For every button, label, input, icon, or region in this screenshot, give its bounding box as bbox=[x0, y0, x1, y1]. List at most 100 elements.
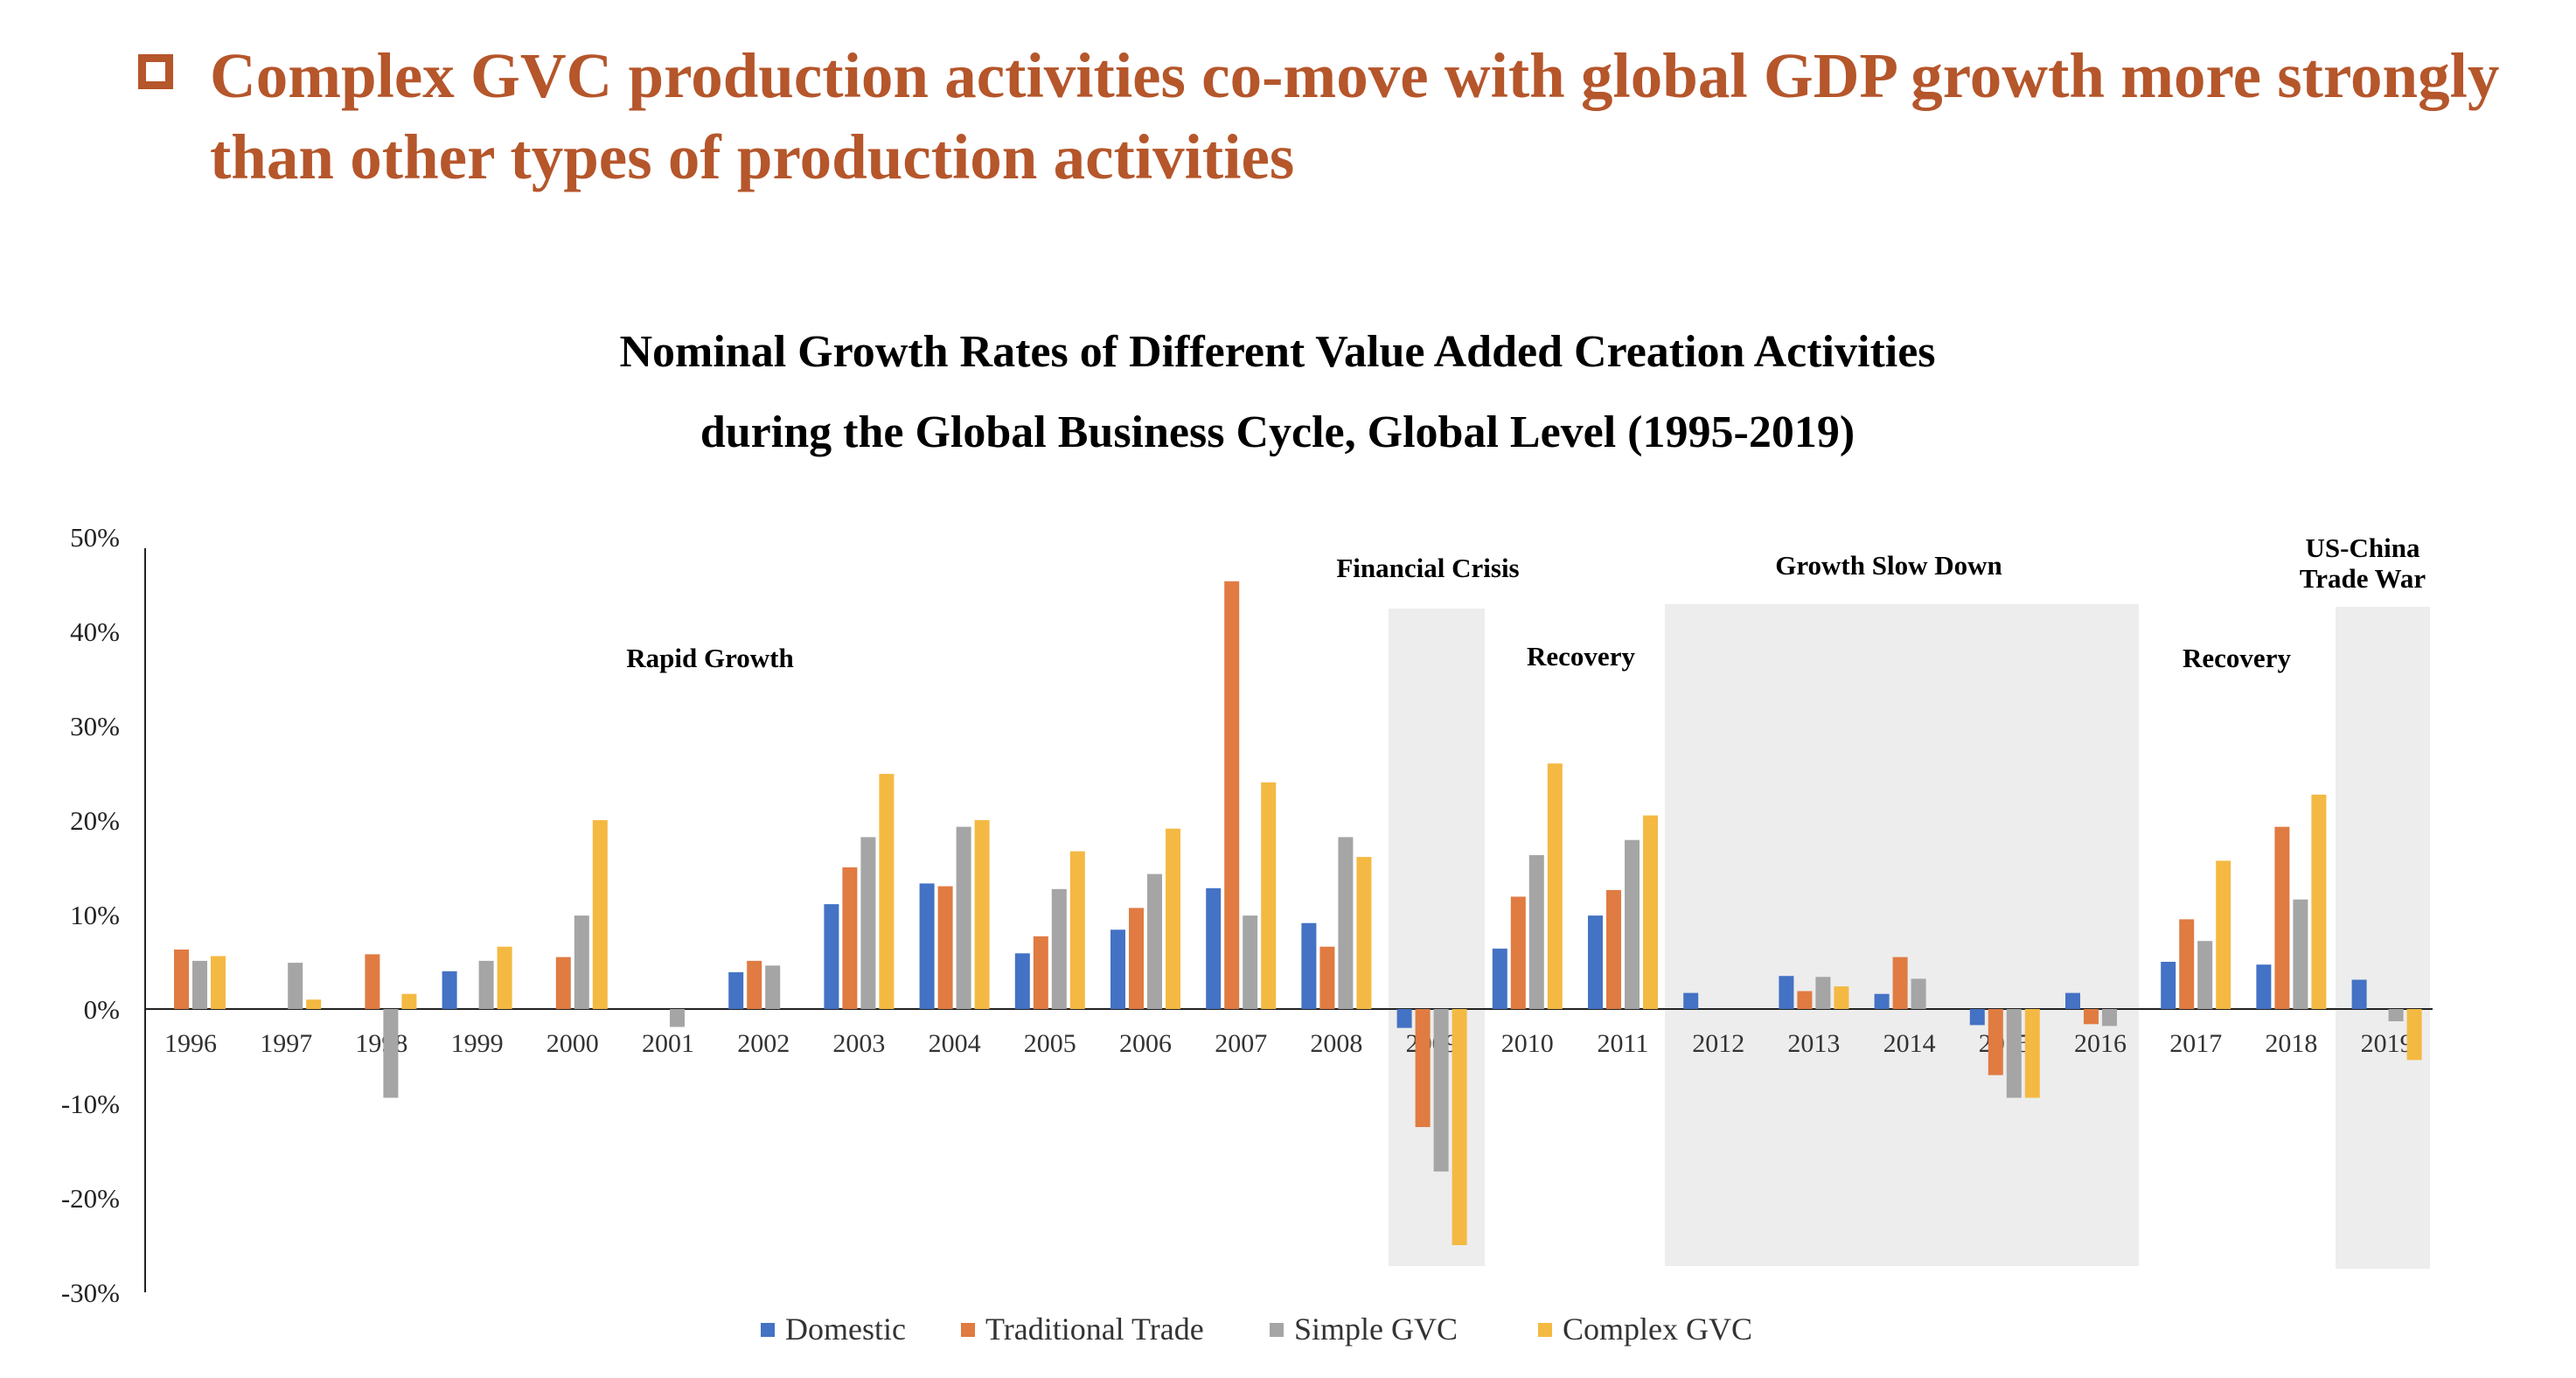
y-tick-label: 0% bbox=[84, 994, 120, 1025]
slide-headline: Complex GVC production activities co-mov… bbox=[210, 40, 2500, 192]
x-tick-label: 2015 bbox=[1979, 1029, 2031, 1058]
bar-simple-gvc-1996 bbox=[192, 960, 207, 1009]
bar-domestic-2012 bbox=[1683, 992, 1699, 1009]
bar-simple-gvc-2007 bbox=[1243, 915, 1258, 1009]
bar-simple-gvc-2009 bbox=[1433, 1009, 1449, 1172]
bar-domestic-2006 bbox=[1110, 929, 1125, 1009]
y-tick-label: -20% bbox=[61, 1183, 120, 1214]
bar-complex-gvc-2018 bbox=[2311, 794, 2327, 1009]
x-tick-label: 1998 bbox=[355, 1029, 407, 1058]
bar-complex-gvc-2017 bbox=[2216, 860, 2231, 1009]
bar-simple-gvc-2003 bbox=[860, 837, 876, 1009]
x-tick-label: 2013 bbox=[1787, 1029, 1840, 1058]
bar-complex-gvc-2010 bbox=[1547, 763, 1563, 1009]
legend-label-3: Complex GVC bbox=[1563, 1312, 1752, 1347]
bar-complex-gvc-2013 bbox=[1834, 986, 1849, 1009]
legend-swatch-2 bbox=[1270, 1323, 1284, 1337]
bar-simple-gvc-1999 bbox=[478, 960, 494, 1009]
bar-traditional-trade-2017 bbox=[2179, 919, 2195, 1009]
checkbox-bullet-icon bbox=[138, 54, 173, 89]
bar-domestic-2004 bbox=[919, 883, 935, 1009]
phase-label-1: Financial Crisis bbox=[1336, 553, 1519, 583]
x-tick-label: 2005 bbox=[1024, 1029, 1076, 1058]
bar-domestic-2005 bbox=[1014, 953, 1030, 1009]
bar-simple-gvc-2017 bbox=[2197, 941, 2213, 1009]
bar-complex-gvc-2006 bbox=[1166, 828, 1180, 1009]
bar-domestic-2002 bbox=[728, 971, 744, 1009]
bar-traditional-trade-2004 bbox=[937, 886, 953, 1009]
bar-simple-gvc-2005 bbox=[1051, 888, 1067, 1009]
bar-domestic-2017 bbox=[2161, 962, 2176, 1009]
bar-traditional-trade-2008 bbox=[1319, 946, 1335, 1009]
x-tick-label: 2019 bbox=[2361, 1029, 2413, 1058]
y-tick-label: 40% bbox=[70, 616, 120, 647]
bar-complex-gvc-2007 bbox=[1261, 782, 1277, 1009]
phase-labels: Rapid Growth Financial Crisis Recovery Grow… bbox=[626, 532, 2426, 673]
x-tick-label: 2007 bbox=[1215, 1029, 1267, 1058]
bar-simple-gvc-2018 bbox=[2293, 899, 2308, 1009]
x-tick-label: 2016 bbox=[2074, 1029, 2127, 1058]
y-tick-label: 30% bbox=[70, 711, 120, 741]
y-tick-label: 20% bbox=[70, 805, 120, 836]
phase-label-trade-war: US-China Trade War bbox=[2300, 532, 2426, 594]
bar-complex-gvc-2008 bbox=[1356, 857, 1372, 1009]
bar-traditional-trade-2005 bbox=[1033, 936, 1048, 1009]
bar-traditional-trade-1998 bbox=[365, 954, 380, 1009]
phase-label-0: Rapid Growth bbox=[626, 643, 794, 673]
bar-domestic-2003 bbox=[824, 904, 839, 1009]
phase-label-4: Recovery bbox=[2183, 643, 2291, 673]
bar-complex-gvc-1996 bbox=[211, 956, 226, 1009]
x-tick-label: 2000 bbox=[547, 1029, 599, 1058]
bar-simple-gvc-1998 bbox=[383, 1009, 399, 1098]
bar-traditional-trade-2003 bbox=[842, 867, 858, 1009]
y-tick-label: 50% bbox=[70, 522, 120, 553]
bar-traditional-trade-2011 bbox=[1606, 889, 1621, 1009]
x-tick-label: 2009 bbox=[1406, 1029, 1459, 1058]
bar-simple-gvc-2010 bbox=[1528, 855, 1544, 1009]
bar-complex-gvc-1999 bbox=[497, 946, 512, 1009]
legend-swatch-0 bbox=[761, 1323, 775, 1337]
bar-complex-gvc-2011 bbox=[1643, 815, 1658, 1009]
bar-domestic-2008 bbox=[1301, 922, 1317, 1009]
x-tick-label: 2012 bbox=[1692, 1029, 1744, 1058]
bar-domestic-1999 bbox=[442, 971, 457, 1009]
bar-simple-gvc-1997 bbox=[288, 963, 303, 1009]
bar-complex-gvc-2009 bbox=[1452, 1009, 1467, 1245]
legend-label-0: Domestic bbox=[785, 1312, 906, 1347]
x-tick-label: 2002 bbox=[737, 1029, 790, 1058]
bar-simple-gvc-2001 bbox=[670, 1009, 685, 1027]
bar-traditional-trade-2002 bbox=[747, 960, 762, 1009]
bar-domestic-2018 bbox=[2256, 964, 2272, 1009]
bar-traditional-trade-2000 bbox=[555, 957, 571, 1009]
x-tick-label: 2008 bbox=[1310, 1029, 1362, 1058]
x-tick-label: 2011 bbox=[1598, 1029, 1649, 1058]
bar-domestic-2010 bbox=[1492, 948, 1507, 1009]
bar-traditional-trade-2015 bbox=[1988, 1009, 2003, 1075]
bar-simple-gvc-2013 bbox=[1815, 977, 1831, 1009]
bar-traditional-trade-2013 bbox=[1797, 991, 1813, 1009]
bar-simple-gvc-2008 bbox=[1338, 837, 1354, 1009]
bar-traditional-trade-2016 bbox=[2084, 1009, 2099, 1025]
x-tick-label: 2018 bbox=[2265, 1029, 2317, 1058]
bar-traditional-trade-2007 bbox=[1224, 581, 1240, 1009]
chart-title-line-2: during the Global Business Cycle, Global… bbox=[700, 407, 1855, 457]
bar-domestic-2019 bbox=[2351, 979, 2367, 1009]
x-tick-label: 2004 bbox=[929, 1029, 981, 1058]
bar-complex-gvc-2005 bbox=[1069, 851, 1085, 1009]
y-tick-label: -10% bbox=[61, 1089, 120, 1119]
bar-domestic-2016 bbox=[2065, 992, 2080, 1009]
x-tick-label: 2014 bbox=[1883, 1029, 1936, 1058]
chart-legend: Domestic Traditional Trade Simple GVC Compl… bbox=[761, 1312, 1752, 1347]
phase-shade-1 bbox=[1665, 604, 2139, 1266]
bar-complex-gvc-1997 bbox=[306, 999, 322, 1009]
x-tick-label: 2006 bbox=[1119, 1029, 1172, 1058]
bar-complex-gvc-2003 bbox=[879, 774, 895, 1009]
x-tick-label: 1996 bbox=[164, 1029, 217, 1058]
bar-domestic-2013 bbox=[1779, 976, 1794, 1009]
phase-label-3: Growth Slow Down bbox=[1775, 550, 2002, 581]
bar-simple-gvc-2011 bbox=[1625, 839, 1640, 1009]
bar-simple-gvc-2015 bbox=[2006, 1009, 2022, 1098]
chart-axes: 50% 40% 30% 20% 10% 0% -10% -20% -30% 1996 1997 199… bbox=[61, 522, 2433, 1308]
bar-domestic-2007 bbox=[1206, 887, 1222, 1009]
